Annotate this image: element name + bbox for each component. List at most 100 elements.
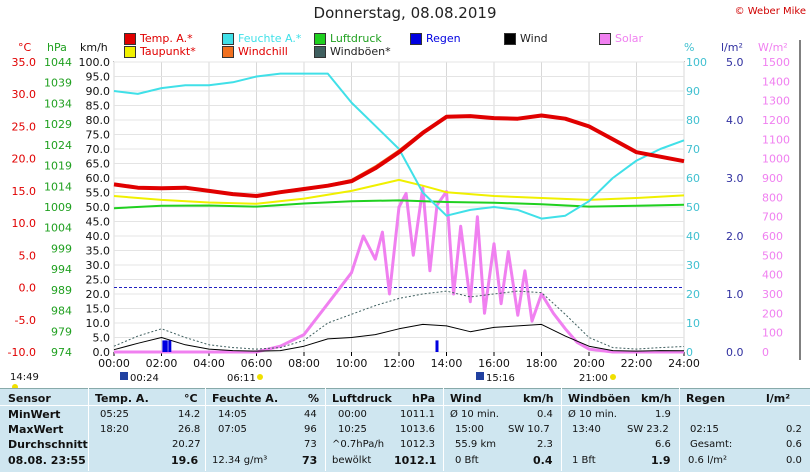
solar-tick-label: 1100 <box>762 133 790 146</box>
wind-tick-label: 95.0 <box>86 71 111 84</box>
pressure-unit: hPa <box>47 41 67 54</box>
temp-tick-label: 15.0 <box>12 185 37 198</box>
cell: ^0.7hPa/h <box>332 439 385 450</box>
sunset-icon <box>610 374 616 380</box>
pressure-tick-label: 1004 <box>44 222 72 235</box>
cell: 0.6 <box>786 439 802 450</box>
rain-tick-label: 0.0 <box>726 346 744 359</box>
rain-bar <box>164 340 168 352</box>
col-divider <box>679 388 680 471</box>
wind-tick-label: 30.0 <box>86 259 111 272</box>
moon-icon <box>120 372 128 380</box>
clock-time: 14:49 <box>10 372 39 383</box>
humidity-unit: % <box>684 41 695 54</box>
pressure-tick-label: 1044 <box>44 56 72 69</box>
humidity-tick-label: 80 <box>686 114 700 127</box>
x-tick-label: 10:00 <box>336 357 368 370</box>
pressure-tick-label: 1014 <box>44 180 72 193</box>
wind-tick-label: 60.0 <box>86 172 111 185</box>
hdr-humidity-unit: % <box>308 392 320 405</box>
solar-tick-label: 100 <box>762 327 783 340</box>
humidity-tick-label: 90 <box>686 85 700 98</box>
cell: Ø 10 min. <box>450 409 499 420</box>
cell: 55.9 km <box>455 439 496 450</box>
temp-tick-label: 5.0 <box>19 249 37 262</box>
cell: 0.2 <box>786 424 802 435</box>
cell: 1.9 <box>655 409 671 420</box>
x-tick-label: 02:00 <box>146 357 178 370</box>
legend-label: Windböen* <box>330 45 391 58</box>
pressure-tick-label: 1019 <box>44 160 72 173</box>
cell: Gesamt: <box>690 439 733 450</box>
cell: 6.6 <box>655 439 671 450</box>
x-tick-label: 12:00 <box>383 357 415 370</box>
series-wind-line <box>113 323 685 352</box>
x-tick-label: 16:00 <box>478 357 510 370</box>
series-solar-line <box>114 186 684 354</box>
right-axes: 10090807060504030201005.04.03.02.01.00.0… <box>686 56 790 359</box>
series-tempa-line <box>113 113 685 198</box>
wind-tick-label: 90.0 <box>86 85 111 98</box>
legend-swatch <box>222 46 234 58</box>
pressure-tick-label: 984 <box>51 305 72 318</box>
pressure-tick-label: 979 <box>51 325 72 338</box>
cell: 44 <box>304 409 317 420</box>
series-taupunkt-line <box>113 178 685 205</box>
sun-icon <box>12 384 18 390</box>
cell: SW 10.7 <box>508 424 550 435</box>
legend-label: Taupunkt* <box>140 45 196 58</box>
rain-tick-label: 5.0 <box>726 56 744 69</box>
solar-tick-label: 600 <box>762 230 783 243</box>
humidity-tick-label: 70 <box>686 143 700 156</box>
wind-tick-label: 5.0 <box>93 332 111 345</box>
x-tick-label: 08:00 <box>288 357 320 370</box>
sunrise-time: 06:11 <box>227 373 256 384</box>
temp-tick-label: 10.0 <box>12 217 37 230</box>
legend-humidity: Feuchte A.* <box>222 33 301 45</box>
wind-tick-label: 80.0 <box>86 114 111 127</box>
cell: SW 23.2 <box>627 424 669 435</box>
solar-tick-label: 0 <box>762 346 769 359</box>
cell: 1012.3 <box>400 439 435 450</box>
cell: 73 <box>304 439 317 450</box>
legend-swatch <box>314 33 326 45</box>
x-tick-label: 24:00 <box>668 357 700 370</box>
wind-unit: km/h <box>80 41 108 54</box>
pressure-tick-label: 999 <box>51 242 72 255</box>
x-tick-label: 18:00 <box>526 357 558 370</box>
temp-tick-label: 0.0 <box>19 282 37 295</box>
rain-bar <box>435 340 439 352</box>
cell: 15:00 <box>455 424 484 435</box>
col-divider <box>561 388 562 471</box>
chart-title: Donnerstag, 08.08.2019 <box>313 4 497 22</box>
series-layer <box>113 72 685 354</box>
cell: 0.4 <box>537 409 553 420</box>
rain-tick-label: 4.0 <box>726 114 744 127</box>
cell: 20.27 <box>172 439 201 450</box>
hdr-rain-unit: l/m² <box>766 392 791 405</box>
cell: 1011.1 <box>400 409 435 420</box>
rain-tick-label: 1.0 <box>726 288 744 301</box>
solar-tick-label: 800 <box>762 191 783 204</box>
x-axis: 00:00 02:00 04:00 06:00 08:00 10:00 12:00 14:00… <box>98 352 700 370</box>
wind-tick-label: 85.0 <box>86 100 111 113</box>
cell: 19.6 <box>171 454 199 467</box>
row-label: 08.08. 23:55 <box>8 454 86 467</box>
col-divider <box>443 388 444 471</box>
pressure-tick-label: 994 <box>51 263 72 276</box>
humidity-tick-label: 40 <box>686 230 700 243</box>
cell: 14:05 <box>218 409 247 420</box>
pressure-tick-label: 974 <box>51 346 72 359</box>
hdr-wind-unit: km/h <box>523 392 554 405</box>
wind-tick-label: 45.0 <box>86 216 111 229</box>
hdr-humidity: Feuchte A. <box>212 392 279 405</box>
hdr-temp: Temp. A. <box>95 392 149 405</box>
sunrise-icon <box>257 374 263 380</box>
temp-tick-label: 35.0 <box>12 56 37 69</box>
rain-bar <box>168 340 172 352</box>
credit-link[interactable]: © Weber Mike <box>734 6 806 17</box>
series-luftdruck-line <box>113 199 685 210</box>
cell: 00:00 <box>338 409 367 420</box>
cell: Ø 10 min. <box>568 409 617 420</box>
legend-swatch <box>222 33 234 45</box>
